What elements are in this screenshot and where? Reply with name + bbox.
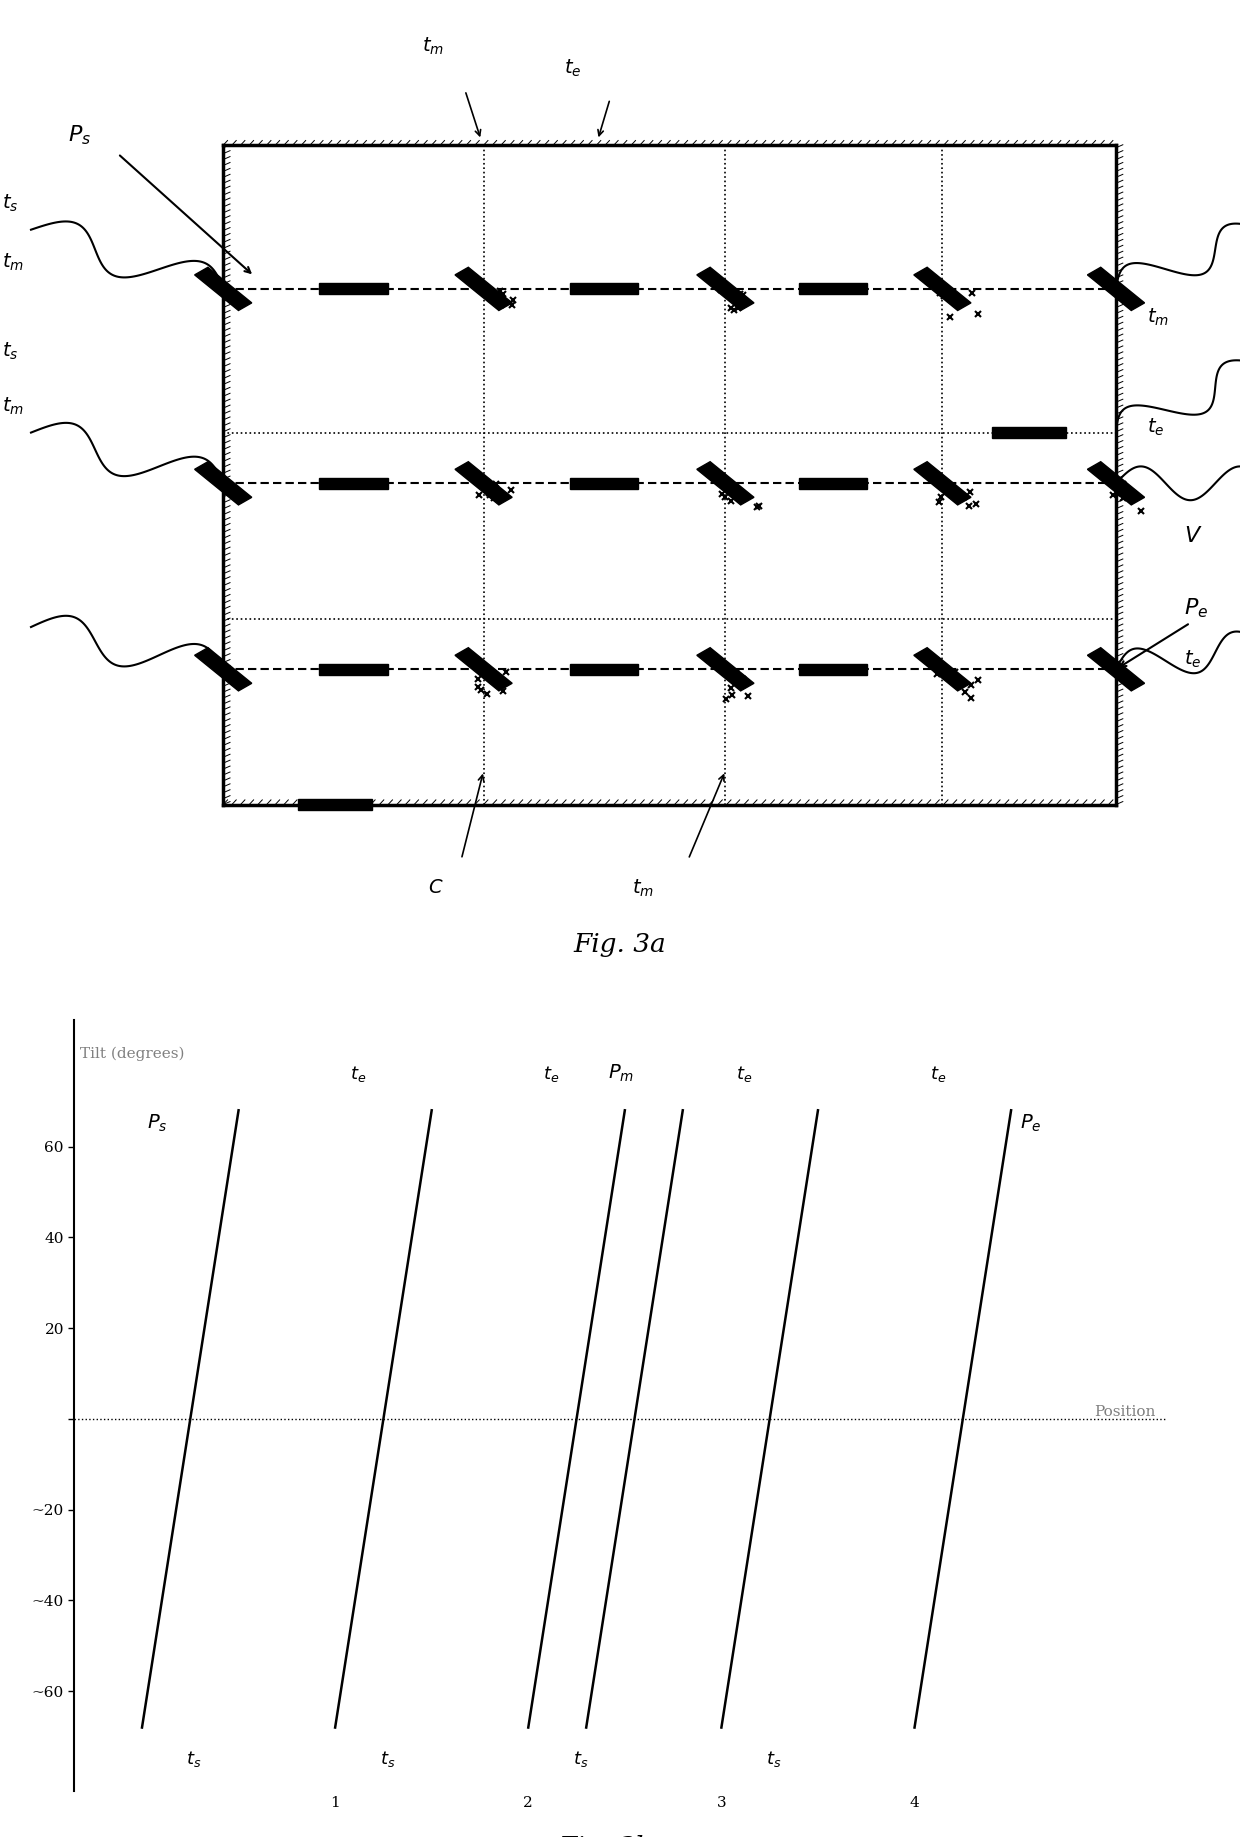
Bar [569,478,637,489]
Polygon shape [455,648,512,691]
Polygon shape [697,266,754,310]
Bar [569,283,637,294]
Text: $t_e$: $t_e$ [1184,648,1202,671]
Text: $t_e$: $t_e$ [543,1064,559,1084]
Bar [298,799,372,810]
Polygon shape [455,266,512,310]
Polygon shape [914,461,971,505]
Text: $P_e$: $P_e$ [1019,1113,1042,1133]
Text: $t_s$: $t_s$ [573,1749,588,1769]
Text: $V$: $V$ [1184,525,1203,547]
Text: $t_e$: $t_e$ [1147,417,1164,437]
Polygon shape [697,648,754,691]
Polygon shape [1087,648,1145,691]
Text: Tilt (degrees): Tilt (degrees) [81,1047,185,1062]
Text: Fig. 3a: Fig. 3a [574,933,666,957]
Text: $t_m$: $t_m$ [632,878,655,898]
Text: $P_e$: $P_e$ [1184,597,1209,619]
Bar [799,478,867,489]
Polygon shape [914,266,971,310]
Bar [569,663,637,674]
Text: $t_s$: $t_s$ [186,1749,202,1769]
Text: $t_s$: $t_s$ [379,1749,396,1769]
Polygon shape [195,461,252,505]
Text: $C$: $C$ [428,880,444,896]
Polygon shape [1087,461,1145,505]
Text: $P_s$: $P_s$ [148,1113,167,1133]
Text: $t_e$: $t_e$ [930,1064,946,1084]
Bar [320,478,387,489]
Polygon shape [195,648,252,691]
Text: Position: Position [1095,1405,1156,1420]
Text: $t_e$: $t_e$ [350,1064,367,1084]
Text: $t_m$: $t_m$ [1147,307,1169,329]
Polygon shape [914,648,971,691]
Text: $t_m$: $t_m$ [2,395,25,417]
Polygon shape [195,266,252,310]
Text: $t_s$: $t_s$ [2,340,19,362]
Text: $P_s$: $P_s$ [68,123,92,147]
Text: Fig. 3b: Fig. 3b [558,1835,652,1837]
Text: $P_m$: $P_m$ [608,1062,634,1084]
Text: $t_e$: $t_e$ [564,57,582,79]
Text: $t_m$: $t_m$ [2,252,25,274]
Text: $t_s$: $t_s$ [2,193,19,213]
Text: $t_s$: $t_s$ [766,1749,781,1769]
Bar [320,283,387,294]
Polygon shape [1087,266,1145,310]
Text: $t_m$: $t_m$ [422,37,444,57]
Polygon shape [697,461,754,505]
Text: $t_e$: $t_e$ [737,1064,753,1084]
Bar [320,663,387,674]
Bar [992,426,1066,437]
Bar [799,283,867,294]
Bar [799,663,867,674]
Polygon shape [455,461,512,505]
